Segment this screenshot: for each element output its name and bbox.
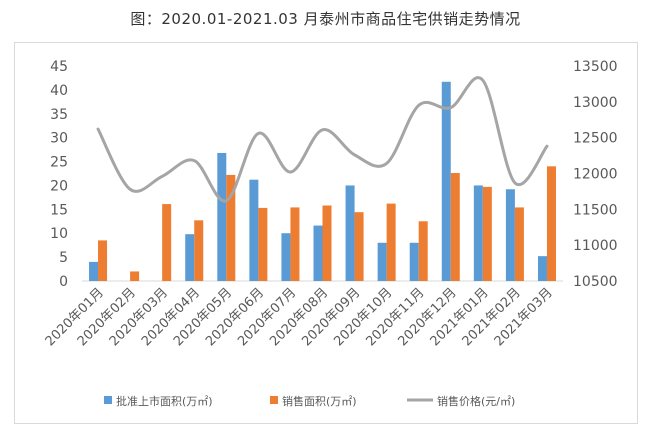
y-right-tick-label: 13000 bbox=[573, 95, 618, 111]
y-right-tick-label: 13500 bbox=[573, 59, 618, 75]
y-right-tick-label: 11500 bbox=[573, 202, 618, 218]
bar-sales-area bbox=[162, 204, 172, 281]
y-left-tick-label: 20 bbox=[50, 178, 68, 194]
legend-label: 批准上市面积(万㎡) bbox=[116, 394, 213, 408]
legend-swatch bbox=[270, 396, 278, 404]
bar-sales-area bbox=[546, 166, 556, 281]
bar-sales-area bbox=[290, 207, 300, 281]
bar-listed-area bbox=[441, 81, 451, 282]
y-left-tick-label: 0 bbox=[59, 274, 68, 290]
legend-label: 销售价格(元/㎡) bbox=[437, 394, 515, 408]
bar-listed-area bbox=[249, 179, 259, 281]
bar-listed-area bbox=[473, 185, 483, 281]
legend-swatch bbox=[104, 396, 112, 404]
y-left-tick-label: 45 bbox=[50, 59, 68, 75]
bar-sales-area bbox=[258, 207, 268, 281]
bar-listed-area bbox=[313, 225, 323, 281]
bar-sales-area bbox=[482, 186, 492, 281]
bar-listed-area bbox=[505, 189, 515, 281]
legend-label: 销售面积(万㎡) bbox=[282, 394, 357, 408]
bar-sales-area bbox=[514, 207, 524, 281]
bar-sales-area bbox=[386, 203, 396, 281]
y-right-tick-label: 10500 bbox=[573, 274, 618, 290]
y-left-tick-label: 40 bbox=[50, 83, 68, 99]
bar-sales-area bbox=[226, 174, 236, 281]
bar-listed-area bbox=[409, 242, 419, 281]
bar-listed-area bbox=[185, 234, 195, 281]
bar-sales-area bbox=[450, 173, 460, 281]
bar-sales-area bbox=[322, 205, 332, 281]
y-left-tick-label: 15 bbox=[50, 202, 68, 218]
y-left-tick-label: 30 bbox=[50, 131, 68, 147]
y-left-tick-label: 35 bbox=[50, 107, 68, 123]
y-left-tick-label: 25 bbox=[50, 155, 68, 171]
bar-listed-area bbox=[537, 256, 547, 281]
y-right-tick-label: 12500 bbox=[573, 131, 618, 147]
bar-listed-area bbox=[345, 185, 355, 281]
chart-frame bbox=[14, 42, 638, 424]
bar-listed-area bbox=[377, 242, 387, 281]
y-right-tick-label: 12000 bbox=[573, 167, 618, 183]
y-right-tick-label: 11000 bbox=[573, 238, 618, 254]
bar-listed-area bbox=[217, 152, 227, 281]
bar-listed-area bbox=[281, 233, 291, 281]
bar-listed-area bbox=[89, 261, 99, 281]
bar-sales-area bbox=[130, 271, 140, 281]
bar-sales-area bbox=[194, 220, 204, 281]
y-left-tick-label: 5 bbox=[59, 250, 68, 266]
y-left-tick-label: 10 bbox=[50, 226, 68, 242]
chart-title: 图：2020.01-2021.03 月泰州市商品住宅供销走势情况 bbox=[130, 10, 521, 28]
bar-sales-area bbox=[418, 221, 428, 281]
bar-sales-area bbox=[354, 212, 364, 281]
line-sales-price bbox=[96, 76, 549, 203]
bar-sales-area bbox=[98, 240, 108, 281]
